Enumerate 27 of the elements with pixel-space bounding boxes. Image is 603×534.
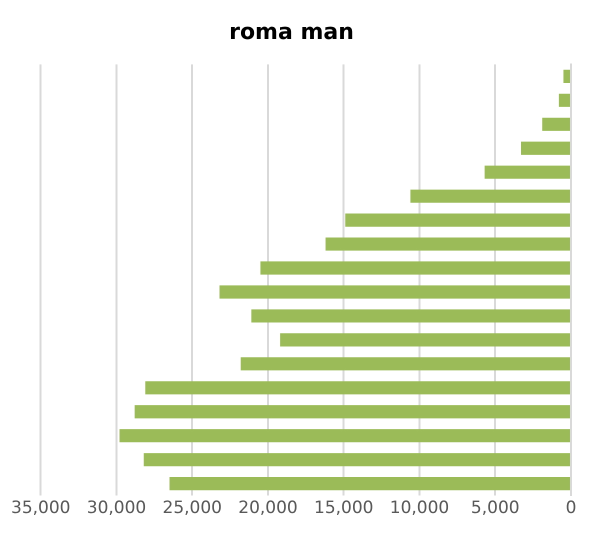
- bar: [170, 477, 570, 490]
- bar: [326, 237, 570, 251]
- x-tick-label: 5,000: [470, 498, 520, 518]
- x-tick-label: 15,000: [314, 498, 374, 518]
- bar: [240, 357, 570, 370]
- x-tick-label: 10,000: [390, 498, 450, 518]
- bar: [220, 285, 570, 299]
- x-tick-label: 25,000: [162, 498, 222, 518]
- bar: [345, 214, 570, 227]
- x-tick-label: 20,000: [238, 498, 298, 518]
- bar: [144, 453, 570, 466]
- bar: [484, 166, 570, 179]
- x-tick-label: 30,000: [86, 498, 146, 518]
- bar: [145, 381, 570, 394]
- bar: [280, 333, 570, 346]
- bar: [542, 118, 570, 131]
- bar: [558, 94, 570, 107]
- x-tick-label: 35,000: [11, 498, 70, 518]
- x-tick-label: 0: [566, 498, 576, 518]
- bar: [134, 405, 570, 418]
- bar: [260, 261, 570, 275]
- chart-title: roma man: [229, 20, 354, 45]
- bar: [563, 70, 570, 83]
- bar: [120, 429, 570, 442]
- bar: [410, 190, 570, 203]
- bar: [251, 309, 570, 323]
- bar: [521, 142, 570, 155]
